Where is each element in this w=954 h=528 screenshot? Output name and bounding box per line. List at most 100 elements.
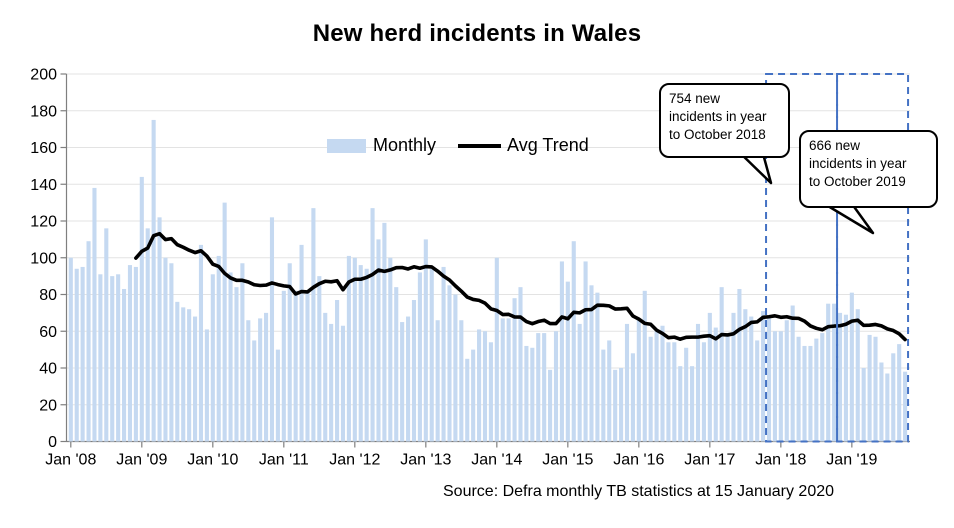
- monthly-bar: [784, 320, 789, 442]
- monthly-bar: [423, 239, 428, 442]
- monthly-bar: [849, 292, 854, 442]
- y-tick-label: 160: [30, 140, 57, 157]
- monthly-bar: [571, 241, 576, 442]
- monthly-bar: [861, 368, 866, 442]
- highlight-box-754: [765, 73, 839, 443]
- monthly-bar: [695, 323, 701, 442]
- monthly-bar: [530, 347, 535, 442]
- monthly-bar: [216, 255, 221, 442]
- monthly-bar: [891, 353, 896, 442]
- monthly-bar: [494, 257, 499, 442]
- monthly-bar: [725, 334, 730, 442]
- monthly-bar: [157, 217, 162, 442]
- monthly-legend-label: Monthly: [373, 135, 437, 155]
- monthly-bar: [737, 288, 742, 442]
- monthly-bar: [133, 266, 138, 442]
- monthly-bar: [820, 333, 825, 442]
- monthly-bar: [376, 239, 381, 442]
- monthly-bar: [518, 287, 523, 442]
- monthly-bar: [488, 342, 493, 442]
- monthly-bar: [116, 274, 121, 442]
- monthly-bar: [228, 272, 233, 442]
- monthly-bar: [281, 290, 286, 442]
- monthly-bar: [536, 333, 541, 442]
- callout-666-line3: to October 2019: [809, 173, 906, 189]
- monthly-bar: [808, 345, 813, 442]
- monthly-bar: [749, 316, 754, 442]
- callout-754: 754 new incidents in year to October 201…: [659, 83, 790, 158]
- monthly-bar: [264, 312, 269, 442]
- monthly-bar: [459, 320, 464, 442]
- monthly-bar: [187, 309, 192, 442]
- monthly-bar: [672, 342, 677, 442]
- y-tick-label: 120: [30, 214, 57, 231]
- highlight-box-666: [836, 73, 910, 443]
- monthly-bar: [648, 336, 653, 442]
- monthly-bar: [719, 287, 724, 442]
- monthly-bar: [867, 334, 872, 442]
- monthly-bar: [666, 342, 671, 442]
- callout-666-line2: incidents in year: [809, 155, 907, 171]
- x-tick-label: Jan '13: [400, 452, 451, 469]
- x-tick-label: Jan '15: [542, 452, 593, 469]
- monthly-bar: [577, 323, 582, 442]
- monthly-bar: [406, 316, 411, 442]
- monthly-bar: [429, 268, 434, 442]
- monthly-bar: [394, 287, 399, 442]
- y-tick-label: 80: [39, 287, 57, 304]
- monthly-bar: [471, 349, 476, 442]
- x-tick-label: Jan '17: [684, 452, 735, 469]
- legend: Monthly Avg Trend: [327, 135, 589, 156]
- monthly-bar: [329, 323, 334, 442]
- monthly-bar: [613, 369, 618, 442]
- monthly-bar: [127, 265, 133, 442]
- monthly-bar: [204, 329, 209, 442]
- chart-title: New herd incidents in Wales: [312, 20, 642, 47]
- x-tick-label: Jan '19: [826, 452, 877, 469]
- monthly-bar: [843, 314, 848, 442]
- monthly-bar: [74, 268, 79, 442]
- callout-666: 666 new incidents in year to October 201…: [799, 130, 938, 208]
- monthly-bar: [761, 311, 766, 442]
- monthly-bar: [559, 261, 564, 442]
- monthly-bar: [240, 263, 245, 442]
- monthly-bar: [210, 274, 215, 442]
- monthly-bar: [684, 347, 689, 442]
- monthly-bar: [293, 290, 298, 442]
- monthly-bar: [441, 266, 446, 442]
- monthly-bar: [346, 255, 351, 442]
- x-tick-label: Jan '10: [187, 452, 238, 469]
- monthly-bar: [139, 176, 144, 442]
- monthly-bar: [796, 336, 801, 442]
- source-note: Source: Defra monthly TB statistics at 1…: [443, 483, 835, 500]
- monthly-bar: [772, 331, 777, 442]
- monthly-bar: [311, 208, 316, 442]
- monthly-bar: [731, 312, 736, 442]
- monthly-bar: [193, 316, 198, 442]
- monthly-bar: [542, 333, 547, 442]
- x-tick-label: Jan '12: [329, 452, 380, 469]
- monthly-bar: [707, 312, 712, 442]
- monthly-bar: [465, 358, 470, 442]
- monthly-bar: [630, 353, 635, 442]
- monthly-bar: [832, 303, 837, 442]
- monthly-bar: [903, 371, 908, 442]
- monthly-bar: [323, 312, 328, 442]
- monthly-bar: [411, 300, 417, 442]
- monthly-bar: [110, 276, 115, 442]
- monthly-bar: [837, 312, 843, 442]
- monthly-bar: [370, 208, 375, 442]
- monthly-bar: [814, 338, 819, 442]
- monthly-bar: [589, 285, 594, 442]
- callout-754-line3: to October 2018: [669, 126, 766, 142]
- callout-754-line2: incidents in year: [669, 108, 767, 124]
- monthly-bar: [163, 257, 168, 442]
- monthly-bar: [766, 316, 772, 442]
- monthly-bar: [145, 228, 150, 442]
- monthly-bar: [607, 340, 612, 442]
- monthly-bar: [382, 222, 387, 442]
- monthly-bar: [524, 345, 529, 442]
- monthly-bar: [453, 294, 458, 442]
- monthly-bar: [790, 305, 795, 442]
